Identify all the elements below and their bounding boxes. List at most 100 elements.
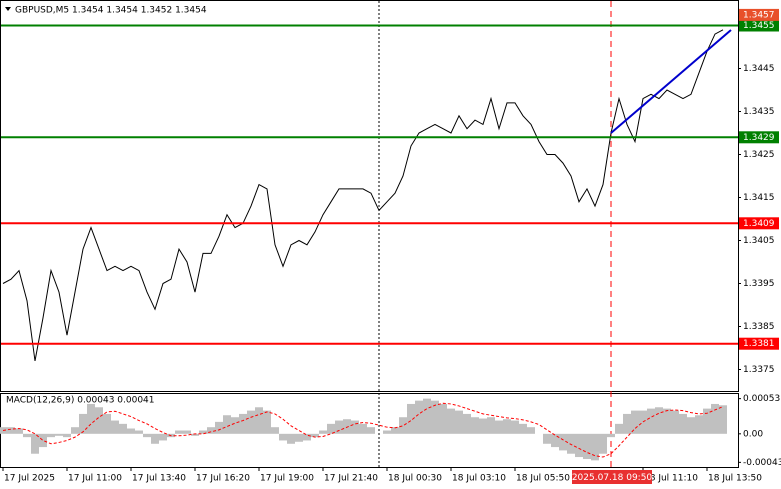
macd-bar <box>271 427 279 434</box>
level-tag <box>739 19 779 32</box>
x-tick-label: 18 Jul 05:50 <box>516 474 570 484</box>
x-tick-label: 17 Jul 21:40 <box>324 474 378 484</box>
y-tick-label: 1.3445 <box>743 64 775 74</box>
macd-bar <box>543 433 551 444</box>
macd-bar <box>663 408 671 434</box>
macd-bar <box>599 433 607 454</box>
macd-bar <box>31 433 39 454</box>
macd-bar <box>615 423 623 434</box>
macd-bar <box>327 423 335 434</box>
macd-bar <box>127 428 135 434</box>
macd-bar <box>351 420 359 434</box>
macd-bar <box>567 433 575 454</box>
price-line <box>2 29 724 361</box>
x-tick-label: 18 Jul 11:10 <box>644 474 698 484</box>
y-tick-label: 1.3405 <box>743 236 775 246</box>
x-tick-label: 17 Jul 19:00 <box>260 474 314 484</box>
macd-bar <box>439 403 447 434</box>
x-tick-label: 17 Jul 16:20 <box>196 474 250 484</box>
macd-bar <box>447 408 455 434</box>
macd-bar <box>15 428 23 434</box>
x-tick-label: 18 Jul 00:30 <box>388 474 442 484</box>
x-tick-label: 18 Jul 03:10 <box>452 474 506 484</box>
macd-bar <box>47 433 55 438</box>
macd-bar <box>639 410 647 434</box>
macd-bar <box>111 420 119 434</box>
macd-bar <box>39 433 47 448</box>
macd-bar <box>279 433 287 441</box>
macd-bar <box>231 417 239 434</box>
macd-bar <box>263 410 271 434</box>
signal-line <box>2 402 724 458</box>
level-tag <box>739 337 779 350</box>
x-tick-label: 17 Jul 11:00 <box>68 474 122 484</box>
y-tick-label: 1.3425 <box>743 150 775 160</box>
macd-bar <box>391 427 399 434</box>
macd-bar <box>119 423 127 434</box>
crosshair-label-bg <box>572 470 652 484</box>
macd-bar <box>399 417 407 434</box>
y-tick-label: 1.3395 <box>743 279 775 289</box>
macd-bar <box>479 418 487 434</box>
main-panel: 1.3445 1.3435 1.3425 1.3415 1.3405 1.3395 1.33… <box>1 8 779 375</box>
macd-bar <box>79 413 87 434</box>
macd-bar <box>343 419 351 434</box>
macd-bar <box>23 433 31 438</box>
menu-arrow <box>5 7 11 11</box>
price-tag <box>739 8 779 21</box>
main-frame <box>0 0 739 392</box>
x-tick-label: 17 Jul 13:40 <box>132 474 186 484</box>
macd-bar <box>455 410 463 434</box>
macd-bar <box>255 407 263 434</box>
macd-bar <box>311 433 319 438</box>
macd-bar <box>503 419 511 434</box>
title-bg <box>12 3 180 16</box>
macd-bar <box>487 417 495 434</box>
macd-bar <box>695 415 703 434</box>
y-tick-label: -0.00043 <box>743 458 781 468</box>
macd-bar <box>575 433 583 458</box>
y-tick-label: 1.3435 <box>743 107 775 117</box>
macd-bar <box>55 433 63 436</box>
macd-bar <box>95 407 103 434</box>
level-label: 1.3455 <box>743 21 775 31</box>
y-tick-label: 1.3415 <box>743 193 775 203</box>
y-tick-label: 1.3375 <box>743 365 775 375</box>
macd-bar <box>87 403 95 434</box>
macd-bar <box>135 430 143 434</box>
macd-bar <box>407 403 415 434</box>
y-tick-label: 1.3385 <box>743 322 775 332</box>
macd-bar <box>183 430 191 434</box>
macd-bar <box>335 420 343 434</box>
crosshair-label: 2025.07.18 09:50 <box>572 473 653 483</box>
y-tick-label: 0.00 <box>743 429 763 439</box>
x-tick-label: 18 Jul 13:50 <box>708 474 762 484</box>
macd-bar <box>383 430 391 434</box>
macd-bar <box>687 417 695 434</box>
price-tag-label: 1.3457 <box>743 10 775 20</box>
level-label: 1.3381 <box>743 339 775 349</box>
macd-bar <box>191 433 199 436</box>
macd-bar <box>559 433 567 451</box>
trend-line <box>610 29 732 134</box>
macd-bar <box>607 433 615 438</box>
macd-bar <box>287 433 295 444</box>
macd-bar <box>223 415 231 434</box>
y-tick-label: 0.00053 <box>743 394 780 404</box>
macd-bar <box>519 423 527 434</box>
level-label: 1.3409 <box>743 219 775 229</box>
macd-bar <box>527 427 535 434</box>
macd-bar <box>679 413 687 434</box>
macd-bar <box>71 427 79 434</box>
chart-title: GBPUSD,M5 1.3454 1.3454 1.3452 1.3454 <box>15 6 207 16</box>
macd-bar <box>623 413 631 434</box>
macd-bar <box>703 408 711 434</box>
macd-bar <box>207 427 215 434</box>
macd-bar <box>655 407 663 434</box>
x-tick-label: 17 Jul 2025 <box>4 474 55 484</box>
macd-bar <box>463 413 471 434</box>
macd-bar <box>159 433 167 441</box>
macd-bar <box>591 433 599 461</box>
